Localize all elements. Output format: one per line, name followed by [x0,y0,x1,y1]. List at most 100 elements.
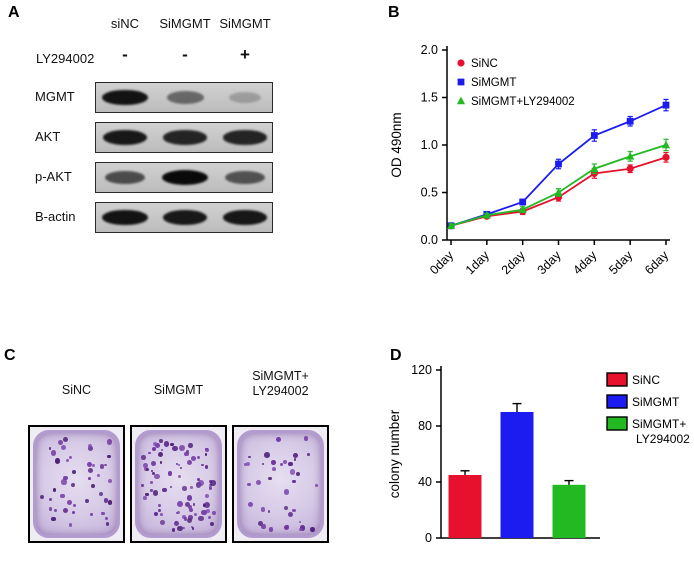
legend-label: SiNC [471,58,498,70]
colony-dot [103,498,109,503]
western-blot: siNC SiMGMT SiMGMT LY294002 - - + MGMT AKT p-AKT B… [0,0,370,335]
colony-dot [142,463,148,468]
marker-triangle [661,140,671,149]
lane-header: siNC [110,16,140,31]
colony-dot [169,485,173,489]
colony-dot [60,444,67,451]
colony-dot [103,463,107,467]
colony-dot [171,528,175,532]
colony-dot [101,511,105,516]
colony-dot [209,486,213,490]
colony-dot [257,521,263,527]
colony-dot [264,452,270,458]
colony-dot [194,512,198,516]
colony-dot [68,523,73,527]
colony-dot [202,510,207,515]
colony-dot [141,483,145,487]
colony-dot [148,451,151,455]
y-tick-label: 40 [418,475,432,489]
colony-dot [300,525,306,531]
colony-dot [161,487,167,493]
y-tick-label: 0.5 [421,186,438,200]
colony-dot [292,480,296,484]
colony-dot [201,464,204,467]
colony-dot [157,504,161,508]
protein-band [225,170,265,185]
x-tick-label: 0day [427,248,457,278]
colony-dot [267,509,271,513]
plate-label-line: SiMGMT+ [252,369,309,383]
marker-circle [662,153,670,161]
marker-square [662,101,670,109]
colony-dot [307,452,310,456]
colony-dot [210,521,215,527]
colony-dot [245,462,250,467]
colony-plate [232,425,329,543]
colony-dot [186,518,192,524]
colony-dot [160,519,165,525]
colony-dot [96,474,100,477]
colony-dot [303,436,309,442]
colony-dot [188,514,194,520]
protein-band [229,91,261,104]
colony-dot [175,511,179,515]
colony-dot [177,510,181,515]
colony-dot [87,446,94,452]
colony-dot [283,505,288,510]
colony-dot [99,464,105,469]
marker-square [457,78,465,86]
treatment-label: LY294002 [36,51,95,66]
colony-dot [185,450,189,454]
colony-dot [88,468,94,474]
protein-band [102,130,148,145]
legend: SiNC SiMGMT SiMGMT+LY294002 [456,58,575,108]
colony-dot [190,456,196,462]
blot-strip [95,162,273,193]
protein-band [102,90,148,105]
colony-dot [152,490,158,496]
colony-dot [198,480,204,487]
blot-strip [95,82,273,113]
blot-row-label: B-actin [35,209,76,224]
colony-dot [51,516,56,522]
colony-dot [69,456,73,460]
colony-dot [141,455,146,460]
culture-dish [237,430,324,538]
protein-band [162,170,208,185]
series-SiMGMT [447,98,670,230]
panel-d-colony-chart: D 0 40 80 120 colony number SiNC SiMGMT SiMGMT+… [385,345,694,562]
axes [442,46,670,245]
bar-SiNC [448,475,482,538]
colony-dot [204,494,209,499]
colony-dot [183,516,188,521]
colony-plate [28,425,125,543]
colony-dot [163,441,170,447]
colony-dot [310,527,315,532]
panel-d-letter: D [390,347,402,364]
colony-dot [160,448,163,451]
colony-dot [207,515,212,520]
colony-dot [204,453,208,456]
colony-dot [268,527,274,532]
colony-dot [108,479,113,484]
colony-dot [182,526,185,530]
colony-dot [48,498,52,501]
colony-plate [130,425,227,543]
colony-dot [212,511,216,515]
colony-dot [293,457,297,461]
colony-dot [60,493,66,499]
colony-dot [87,477,91,481]
colony-dot [65,458,70,463]
colony-dot [54,458,61,465]
colony-dot [152,441,158,447]
growth-curve-chart: 0.0 0.5 1.0 1.5 2.0 0day 1day 2day 3day 4day 5day 6… [389,43,672,278]
colony-dot [71,510,75,514]
legend-swatch [606,416,628,431]
colony-dot [155,442,161,448]
protein-band [222,210,268,225]
colony-dot [179,445,186,452]
colony-dot [146,467,149,471]
x-tick-label: 5day [606,248,636,278]
colony-dot [248,455,251,458]
